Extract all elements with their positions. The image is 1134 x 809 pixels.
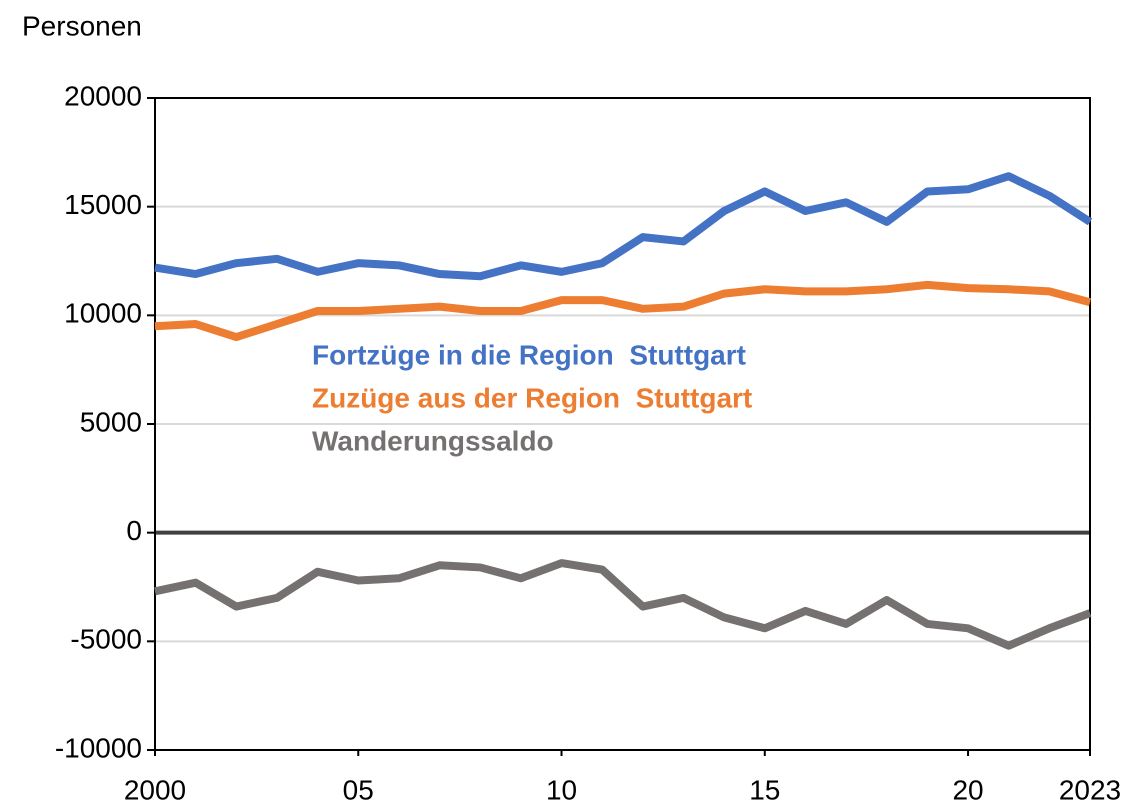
line — [154, 172, 1093, 281]
line — [154, 280, 1092, 342]
line — [154, 559, 1092, 650]
y-tick-label: -10000 — [55, 732, 142, 763]
y-tick-label: 5000 — [80, 406, 142, 437]
y-tick-label: 15000 — [64, 189, 142, 220]
legend-entry: Zuzüge aus der Region Stuttgart — [312, 382, 752, 413]
legend-entry: Fortzüge in die Region Stuttgart — [312, 339, 746, 370]
y-tick-label: 10000 — [64, 298, 142, 329]
x-tick-label: 20 — [952, 774, 983, 805]
x-tick-label: 2000 — [124, 774, 186, 805]
x-tick-label: 15 — [749, 774, 780, 805]
y-tick-label: 0 — [126, 515, 142, 546]
x-tick-label: 2023 — [1059, 774, 1121, 805]
y-tick-label: -5000 — [70, 624, 142, 655]
x-tick-label: 05 — [343, 774, 374, 805]
legend-entry: Wanderungssaldo — [312, 425, 554, 456]
x-tick-label: 10 — [546, 774, 577, 805]
y-axis-label: Personen — [22, 10, 142, 41]
plot-frame — [154, 97, 1091, 751]
y-tick-label: 20000 — [64, 80, 142, 111]
